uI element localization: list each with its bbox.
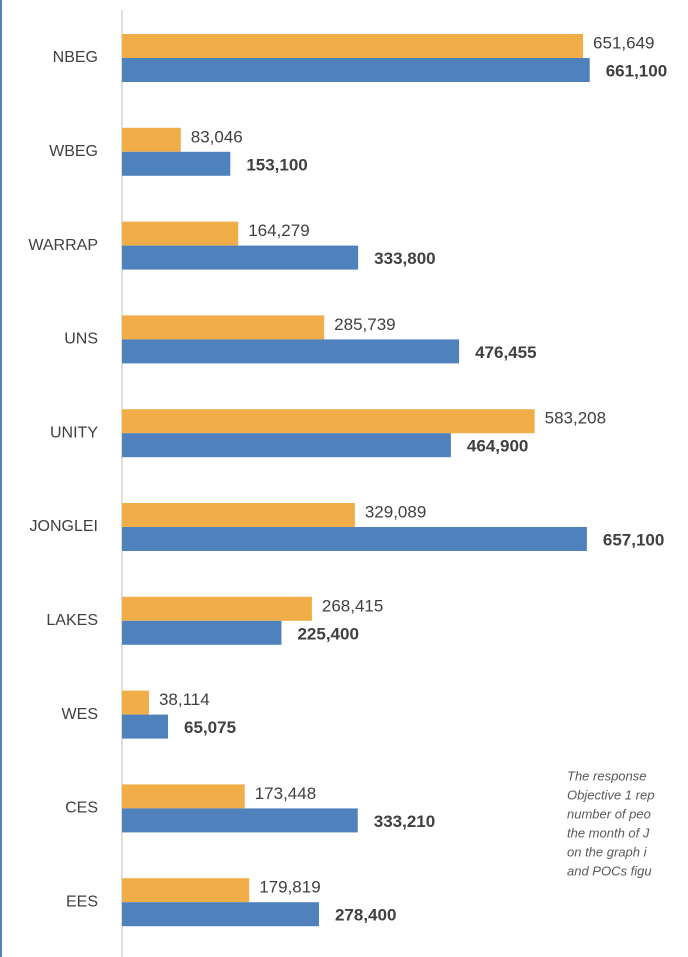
bar — [122, 527, 587, 551]
bar — [122, 315, 325, 340]
bar — [122, 620, 282, 645]
bar — [122, 784, 245, 809]
bar — [122, 690, 149, 715]
category-label: WBEG — [49, 143, 98, 160]
bar — [122, 58, 590, 82]
category-label: CES — [65, 800, 98, 817]
value-label: 179,819 — [259, 878, 320, 897]
value-label: 661,100 — [606, 61, 667, 80]
value-label: 38,114 — [159, 690, 210, 709]
category-label: LAKES — [46, 612, 98, 629]
bar — [122, 596, 312, 621]
category-label: WARRAP — [28, 237, 98, 254]
value-label: 285,739 — [334, 315, 395, 334]
value-label: 65,075 — [184, 718, 236, 737]
category-label: UNS — [64, 331, 98, 348]
value-label: 83,046 — [191, 127, 243, 146]
value-label: 657,100 — [603, 530, 664, 549]
bar — [122, 433, 451, 458]
annotation: number of peo — [567, 806, 651, 821]
bar — [122, 221, 239, 246]
value-label: 333,800 — [374, 249, 435, 268]
value-label: 153,100 — [246, 155, 307, 174]
category-label: WES — [62, 706, 98, 723]
value-label: 329,089 — [365, 502, 426, 521]
value-label: 583,208 — [545, 409, 606, 428]
annotation: Objective 1 rep — [567, 787, 654, 802]
category-label: JONGLEI — [30, 518, 98, 535]
bar — [122, 409, 535, 434]
value-label: 164,279 — [248, 221, 309, 240]
bar — [122, 503, 355, 527]
bar — [122, 34, 584, 58]
value-label: 333,210 — [374, 812, 435, 831]
bar — [122, 878, 250, 903]
bar — [122, 902, 319, 927]
value-label: 476,455 — [475, 343, 536, 362]
bar — [122, 339, 460, 364]
value-label: 278,400 — [335, 906, 396, 925]
value-label: 225,400 — [297, 624, 358, 643]
annotation: The response — [567, 768, 647, 783]
annotation: on the graph i — [567, 844, 648, 859]
bar — [122, 127, 181, 152]
value-label: 651,649 — [593, 33, 654, 52]
bar — [122, 808, 358, 833]
value-label: 173,448 — [255, 784, 316, 803]
bar — [122, 245, 359, 270]
category-label: UNITY — [50, 424, 98, 441]
annotation: the month of J — [567, 825, 650, 840]
annotation: and POCs figu — [567, 863, 652, 878]
category-label: NBEG — [53, 49, 98, 66]
bar — [122, 151, 231, 176]
bar — [122, 714, 169, 739]
value-label: 464,900 — [467, 437, 528, 456]
value-label: 268,415 — [322, 596, 383, 615]
category-label: EES — [66, 893, 98, 910]
